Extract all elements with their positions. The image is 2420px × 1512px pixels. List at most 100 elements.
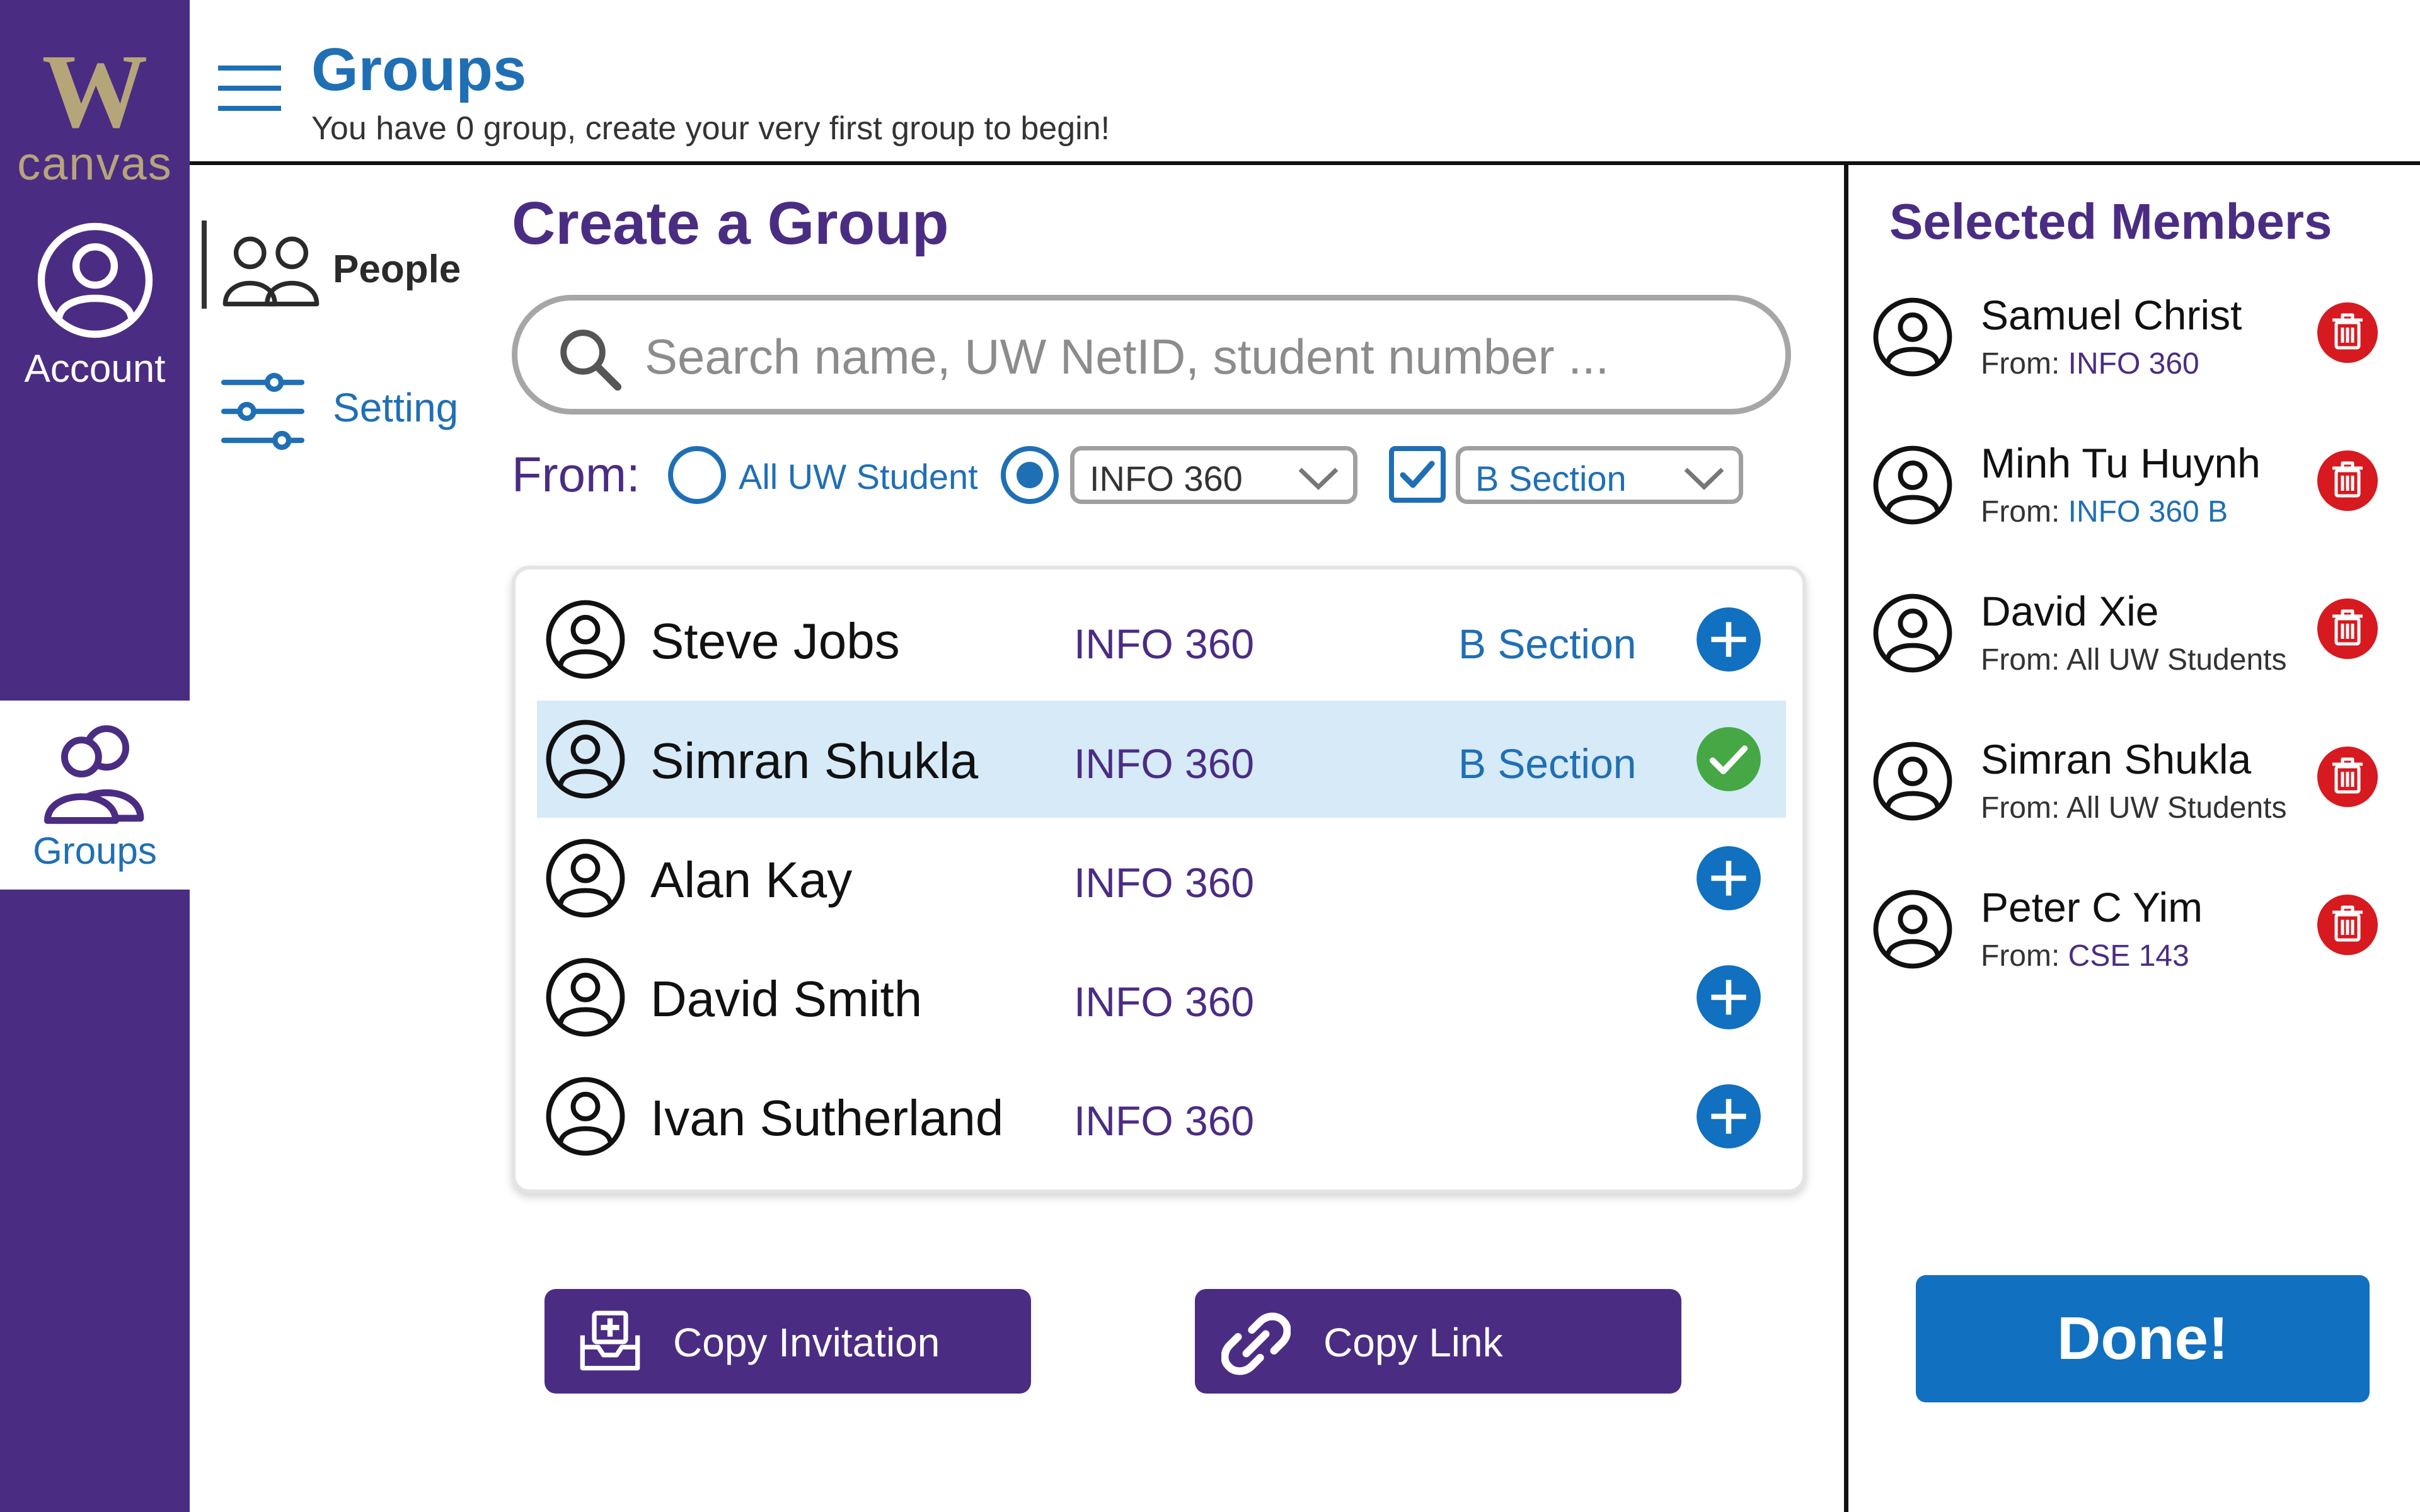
sliders-icon bbox=[221, 372, 305, 450]
radio-selected-dot bbox=[1017, 462, 1043, 488]
selected-member: Minh Tu Huynh From: INFO 360 B bbox=[1872, 440, 2395, 570]
member-source-value: INFO 360 B bbox=[2068, 495, 2228, 529]
person-name: Ivan Sutherland bbox=[650, 1090, 1004, 1146]
account-icon bbox=[37, 222, 153, 338]
person-class: INFO 360 bbox=[1074, 740, 1255, 787]
avatar-icon bbox=[546, 600, 625, 679]
canvas-logo-text: canvas bbox=[17, 137, 173, 190]
chevron-down-icon bbox=[1684, 467, 1724, 490]
header-divider bbox=[190, 161, 2420, 165]
add-member-icon[interactable] bbox=[1695, 964, 1762, 1031]
member-name: David Xie bbox=[1981, 588, 2159, 634]
list-item-selected[interactable]: Simran Shukla INFO 360 B Section bbox=[537, 701, 1786, 818]
avatar-icon bbox=[546, 958, 625, 1037]
member-source: From: INFO 360 B bbox=[1981, 495, 2228, 529]
avatar-icon bbox=[546, 719, 625, 799]
person-name: David Smith bbox=[650, 971, 923, 1027]
subnav-setting[interactable]: Setting bbox=[221, 365, 473, 454]
trash-icon[interactable] bbox=[2316, 301, 2379, 364]
nav-account-label: Account bbox=[24, 347, 166, 391]
member-name: Minh Tu Huynh bbox=[1981, 440, 2261, 486]
subnav-setting-label: Setting bbox=[333, 385, 459, 430]
create-group-title: Create a Group bbox=[512, 190, 949, 257]
copy-link-button[interactable]: Copy Link bbox=[1195, 1289, 1681, 1394]
invitation-inbox-icon bbox=[580, 1310, 640, 1371]
selected-member: Peter C Yim From: CSE 143 bbox=[1872, 884, 2395, 1014]
chevron-down-icon bbox=[1298, 467, 1339, 490]
check-icon bbox=[1400, 461, 1435, 488]
list-item[interactable]: Alan Kay INFO 360 bbox=[537, 820, 1786, 937]
global-nav: W canvas Account Groups bbox=[0, 0, 190, 1512]
added-check-icon[interactable] bbox=[1695, 726, 1762, 793]
member-source-prefix: From: bbox=[1981, 495, 2068, 529]
member-source: From: CSE 143 bbox=[1981, 939, 2189, 973]
copy-invitation-button[interactable]: Copy Invitation bbox=[544, 1289, 1031, 1394]
hamburger-menu-icon[interactable] bbox=[218, 63, 281, 113]
trash-icon[interactable] bbox=[2316, 449, 2379, 512]
trash-icon[interactable] bbox=[2316, 597, 2379, 660]
section-checkbox[interactable] bbox=[1389, 446, 1446, 503]
panel-divider bbox=[1844, 161, 1848, 1512]
member-source-prefix: From: bbox=[1981, 939, 2068, 973]
done-button[interactable]: Done! bbox=[1916, 1275, 2370, 1402]
list-item[interactable]: David Smith INFO 360 bbox=[537, 939, 1786, 1056]
add-member-icon[interactable] bbox=[1695, 1083, 1762, 1150]
radio-class[interactable] bbox=[1001, 446, 1059, 504]
search-box bbox=[512, 295, 1791, 415]
copy-link-label: Copy Link bbox=[1323, 1320, 1503, 1365]
trash-icon[interactable] bbox=[2316, 745, 2379, 808]
nav-groups-label: Groups bbox=[33, 830, 157, 872]
radio-all-uw-student[interactable] bbox=[668, 446, 726, 504]
avatar-icon bbox=[546, 1077, 625, 1156]
nav-account[interactable]: Account bbox=[0, 220, 190, 391]
list-item[interactable]: Steve Jobs INFO 360 B Section bbox=[537, 581, 1786, 698]
canvas-logo[interactable]: W canvas bbox=[0, 33, 190, 190]
member-source-value: All UW Students bbox=[2066, 791, 2287, 825]
uw-logo-letter: W bbox=[42, 33, 148, 150]
subnav-people[interactable]: People bbox=[202, 220, 466, 309]
avatar-icon bbox=[1873, 742, 1952, 821]
subnav-active-indicator bbox=[202, 220, 207, 309]
avatar-icon bbox=[1873, 297, 1952, 377]
member-name: Samuel Christ bbox=[1981, 292, 2242, 338]
member-source-value: INFO 360 bbox=[2068, 347, 2199, 381]
person-class: INFO 360 bbox=[1074, 859, 1255, 906]
class-select-value: INFO 360 bbox=[1090, 459, 1243, 498]
trash-icon[interactable] bbox=[2316, 893, 2379, 956]
list-item[interactable]: Ivan Sutherland INFO 360 bbox=[537, 1058, 1786, 1175]
radio-all-uw-student-label[interactable]: All UW Student bbox=[739, 457, 978, 496]
page-title: Groups bbox=[311, 36, 527, 103]
section-select-value: B Section bbox=[1475, 459, 1627, 498]
add-member-icon[interactable] bbox=[1695, 606, 1762, 673]
copy-invitation-label: Copy Invitation bbox=[673, 1320, 940, 1365]
avatar-icon bbox=[1873, 890, 1952, 969]
person-class: INFO 360 bbox=[1074, 978, 1255, 1025]
avatar-icon bbox=[546, 839, 625, 918]
member-source: From: All UW Students bbox=[1981, 791, 2286, 825]
person-name: Simran Shukla bbox=[650, 733, 979, 789]
done-button-label: Done! bbox=[2057, 1305, 2228, 1372]
member-name: Peter C Yim bbox=[1981, 884, 2203, 931]
person-section: B Section bbox=[1458, 621, 1637, 667]
link-icon bbox=[1221, 1312, 1291, 1375]
member-source-value: All UW Students bbox=[2066, 643, 2287, 677]
person-section: B Section bbox=[1458, 740, 1637, 787]
nav-groups[interactable]: Groups bbox=[0, 701, 190, 890]
avatar-icon bbox=[1873, 445, 1952, 525]
add-member-icon[interactable] bbox=[1695, 845, 1762, 912]
class-select[interactable]: INFO 360 bbox=[1070, 446, 1357, 504]
section-select[interactable]: B Section bbox=[1456, 446, 1743, 504]
from-label: From: bbox=[512, 447, 640, 502]
people-list: Steve Jobs INFO 360 B Section Simran Shu… bbox=[512, 566, 1806, 1193]
selected-member: Simran Shukla From: All UW Students bbox=[1872, 736, 2395, 866]
member-name: Simran Shukla bbox=[1981, 736, 2252, 782]
people-icon bbox=[222, 236, 320, 307]
member-source-prefix: From: bbox=[1981, 791, 2067, 825]
search-icon bbox=[560, 329, 622, 391]
person-class: INFO 360 bbox=[1074, 621, 1255, 667]
search-input[interactable] bbox=[643, 324, 1768, 389]
person-name: Alan Kay bbox=[650, 852, 853, 908]
person-name: Steve Jobs bbox=[650, 613, 900, 669]
member-source: From: INFO 360 bbox=[1981, 346, 2199, 381]
avatar-icon bbox=[1873, 593, 1952, 673]
